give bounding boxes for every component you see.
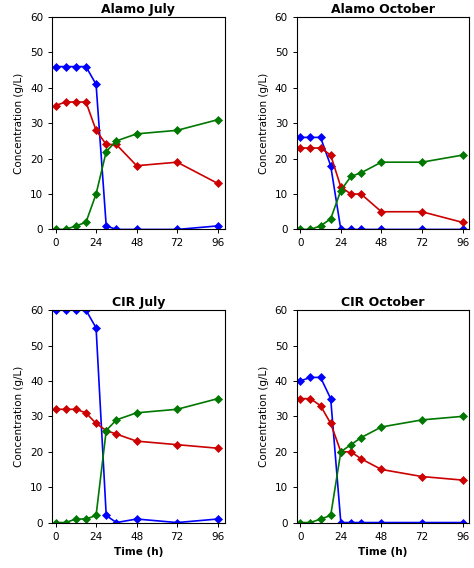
Title: Alamo October: Alamo October	[331, 3, 435, 16]
Y-axis label: Concentration (g/L): Concentration (g/L)	[259, 366, 269, 467]
Y-axis label: Concentration (g/L): Concentration (g/L)	[259, 73, 269, 174]
Title: CIR October: CIR October	[341, 296, 425, 309]
Y-axis label: Concentration (g/L): Concentration (g/L)	[14, 366, 25, 467]
X-axis label: Time (h): Time (h)	[358, 547, 408, 557]
X-axis label: Time (h): Time (h)	[114, 547, 163, 557]
Y-axis label: Concentration (g/L): Concentration (g/L)	[14, 73, 25, 174]
Title: Alamo July: Alamo July	[101, 3, 175, 16]
Title: CIR July: CIR July	[112, 296, 165, 309]
